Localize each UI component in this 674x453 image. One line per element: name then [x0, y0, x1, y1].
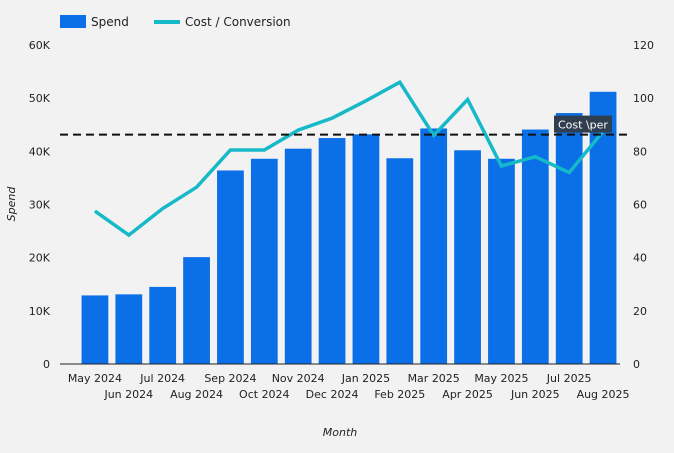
y-axis-title: Spend: [5, 186, 18, 222]
bar-spend: [420, 128, 448, 364]
bar-spend: [115, 294, 143, 364]
x-tick-label: Nov 2024: [272, 372, 325, 385]
y2-tick-label: 100: [633, 92, 654, 105]
bar-spend: [589, 91, 617, 364]
y-tick-label: 50K: [29, 92, 51, 105]
x-tick-label: Dec 2024: [306, 388, 359, 401]
spend-bars: [81, 91, 617, 364]
legend-label-spend: Spend: [91, 15, 129, 29]
reference-line-label: Cost \per: [558, 119, 608, 132]
x-tick-label: May 2024: [68, 372, 122, 385]
bar-spend: [81, 295, 109, 364]
legend-label-cost-per-conversion: Cost / Conversion: [185, 15, 291, 29]
x-tick-label: Aug 2025: [577, 388, 630, 401]
y2-tick-label: 80: [633, 145, 647, 158]
x-axis-title: Month: [323, 426, 358, 439]
x-tick-label: Feb 2025: [374, 388, 425, 401]
x-tick-label: Jun 2024: [103, 388, 153, 401]
reference-line-group: Cost \per: [60, 115, 628, 136]
reference-line-label-bg: [554, 115, 612, 133]
x-tick-label: Oct 2024: [239, 388, 290, 401]
bar-spend: [284, 148, 312, 364]
bar-spend: [318, 138, 346, 364]
right-axis-ticks: 0 20 40 60 80 100 120: [633, 39, 654, 371]
x-tick-label: May 2025: [474, 372, 528, 385]
bar-spend: [149, 286, 177, 364]
x-tick-label: Sep 2024: [204, 372, 256, 385]
legend-swatch-spend: [60, 15, 86, 28]
bar-spend: [183, 257, 210, 364]
y-tick-label: 10K: [29, 305, 51, 318]
y2-tick-label: 60: [633, 199, 647, 212]
y2-tick-label: 120: [633, 39, 654, 52]
x-tick-label: Apr 2025: [442, 388, 493, 401]
bar-spend: [521, 129, 549, 364]
line-cost-per-conversion: [93, 79, 605, 238]
y-tick-label: 40K: [29, 145, 51, 158]
x-tick-label: Aug 2024: [170, 388, 223, 401]
left-axis-ticks: 0 10K 20K 30K 40K 50K 60K: [29, 39, 51, 371]
y-tick-label: 0: [43, 358, 50, 371]
x-tick-label: Jul 2025: [546, 372, 592, 385]
cost-per-conversion-series: [93, 79, 605, 238]
x-tick-label: Mar 2025: [408, 372, 460, 385]
bar-spend: [352, 134, 380, 364]
y-tick-label: 60K: [29, 39, 51, 52]
legend: Spend Cost / Conversion: [60, 15, 291, 29]
x-axis-ticks: May 2024 Jun 2024 Jul 2024 Aug 2024 Sep 2024…: [68, 372, 630, 401]
bar-spend: [555, 113, 583, 364]
x-tick-label: Jun 2025: [510, 388, 560, 401]
y2-tick-label: 20: [633, 305, 647, 318]
bar-spend: [488, 158, 515, 364]
x-tick-label: Jul 2024: [139, 372, 185, 385]
y-tick-label: 30K: [29, 199, 51, 212]
bar-spend: [454, 150, 481, 364]
y2-tick-label: 0: [633, 358, 640, 371]
bar-spend: [217, 170, 244, 364]
bar-spend: [386, 158, 414, 364]
x-tick-label: Jan 2025: [341, 372, 390, 385]
bar-spend: [250, 158, 278, 364]
y2-tick-label: 40: [633, 252, 647, 265]
y-tick-label: 20K: [29, 252, 51, 265]
